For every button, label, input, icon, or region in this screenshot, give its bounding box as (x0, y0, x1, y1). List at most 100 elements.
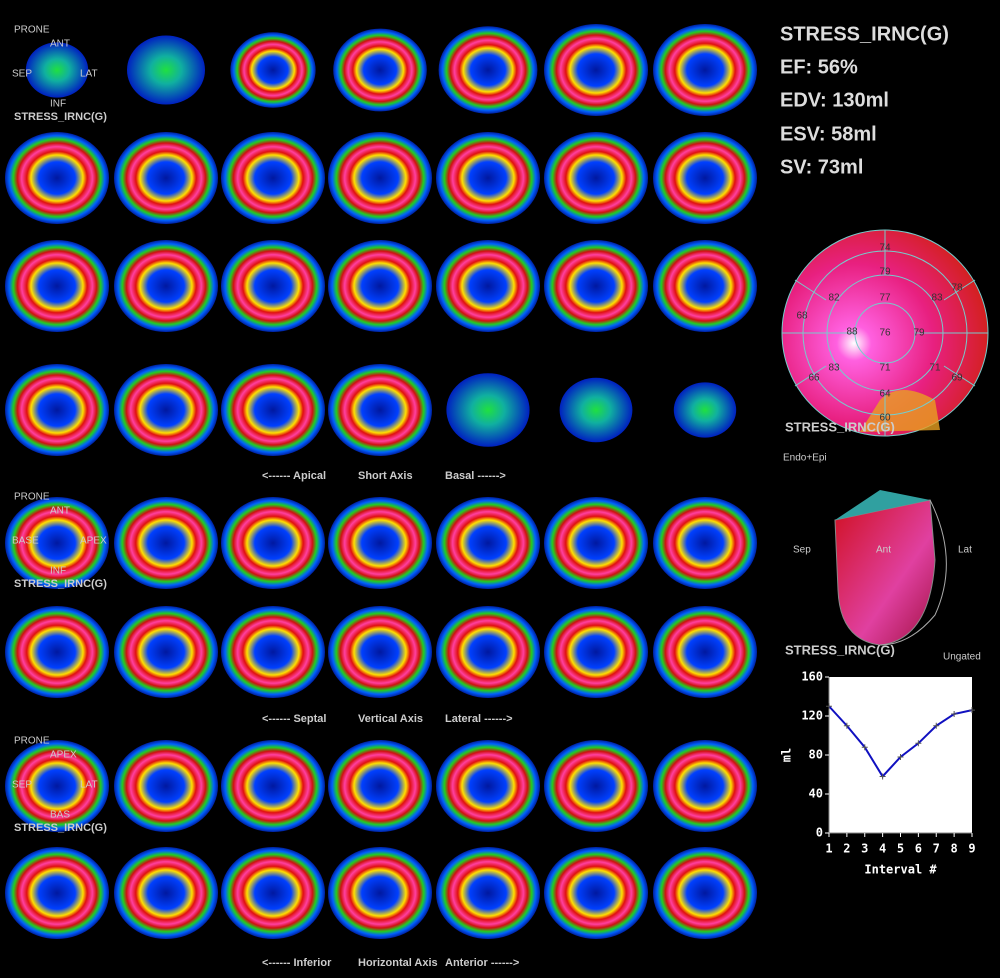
slice (221, 240, 325, 332)
y-tick-label: 120 (801, 709, 823, 723)
slice (5, 847, 109, 939)
orientation-label: SEP (12, 780, 32, 791)
orientation-label: APEX (50, 750, 77, 761)
slice (221, 132, 325, 224)
slice (114, 847, 218, 939)
slice (328, 740, 432, 832)
point (915, 740, 922, 747)
x-tick-label: 1 (825, 842, 832, 856)
orientation-label: PRONE (14, 492, 50, 503)
segment-value: 78 (951, 283, 963, 294)
y-tick-label: 0 (816, 826, 823, 840)
slice (328, 364, 432, 456)
slice (544, 497, 648, 589)
axis-caption: Anterior ------> (445, 957, 519, 969)
slice (436, 740, 540, 832)
polar-study: STRESS_IRNC(G) (785, 419, 895, 434)
slice (114, 132, 218, 224)
slice (328, 606, 432, 698)
slice (436, 132, 540, 224)
esv: ESV: 58ml (780, 123, 877, 145)
x-tick-label: 5 (897, 842, 904, 856)
slice (5, 240, 109, 332)
segment-value: 83 (931, 293, 943, 304)
point (843, 722, 850, 729)
axis-caption: Short Axis (358, 470, 413, 482)
segment-value: 88 (846, 327, 858, 338)
segment-value: 66 (808, 373, 820, 384)
slice (328, 497, 432, 589)
study-label: STRESS_IRNC(G) (14, 822, 107, 834)
slice (436, 497, 540, 589)
slice (114, 606, 218, 698)
study-title: STRESS_IRNC(G) (780, 23, 949, 45)
axis-caption: Horizontal Axis (358, 957, 438, 969)
orientation-label: LAT (80, 69, 98, 80)
slice-images (5, 24, 757, 939)
segment-value: 68 (796, 311, 808, 322)
edv: EDV: 130ml (780, 89, 889, 111)
y-tick-label: 160 (801, 670, 823, 684)
surface-label: Ant (876, 545, 891, 556)
slice (114, 740, 218, 832)
slice (653, 24, 757, 116)
segment-value: 83 (828, 363, 840, 374)
slice (5, 132, 109, 224)
slice (653, 847, 757, 939)
slice (544, 240, 648, 332)
slice (333, 28, 427, 112)
segment-value: 82 (828, 293, 840, 304)
segment-value: 74 (879, 243, 891, 254)
ef: EF: 56% (780, 56, 858, 78)
orientation-label: ANT (50, 39, 70, 50)
slice (221, 364, 325, 456)
y-axis-label: ml (780, 748, 794, 762)
slice (221, 847, 325, 939)
slice (5, 364, 109, 456)
orientation-label: BASE (12, 536, 39, 547)
x-tick-label: 6 (915, 842, 922, 856)
surface-model (834, 490, 947, 646)
point (861, 744, 868, 751)
orientation-label: SEP (12, 69, 32, 80)
surface-study: STRESS_IRNC(G) (785, 642, 895, 657)
orientation-label: LAT (80, 780, 98, 791)
point (969, 707, 975, 714)
polar-map: 74 79 77 82 68 83 78 88 76 79 83 71 71 66 64 69 60 (781, 229, 989, 437)
slice (127, 35, 205, 105)
surface-label: Sep (793, 545, 811, 556)
slice (544, 847, 648, 939)
orientation-label: APEX (80, 536, 107, 547)
slice (328, 240, 432, 332)
slice (328, 132, 432, 224)
axis-caption: <------ Apical (262, 470, 326, 482)
point (897, 753, 904, 760)
slice (114, 240, 218, 332)
axis-caption: Basal ------> (445, 470, 506, 482)
slice (544, 606, 648, 698)
axis-caption: Lateral ------> (445, 713, 513, 725)
axis-caption: <------ Septal (262, 713, 326, 725)
slice (653, 740, 757, 832)
x-tick-label: 2 (843, 842, 850, 856)
segment-value: 76 (879, 328, 891, 339)
x-tick-label: 8 (951, 842, 958, 856)
slice (653, 240, 757, 332)
slice (653, 132, 757, 224)
slice (559, 377, 633, 443)
x-axis-label: Interval # (864, 863, 937, 877)
slice (221, 497, 325, 589)
axis-caption: Vertical Axis (358, 713, 423, 725)
slice (114, 364, 218, 456)
orientation-label: BAS (50, 810, 70, 821)
orientation-label: ANT (50, 506, 70, 517)
slice (5, 497, 109, 589)
slice (5, 740, 109, 832)
point (879, 773, 886, 780)
x-tick-label: 7 (933, 842, 940, 856)
orientation-label: PRONE (14, 736, 50, 747)
volume-curve: 0 40 80 120 160 1 2 3 4 5 6 7 8 9 Interval # ml (780, 670, 976, 877)
slice (5, 606, 109, 698)
slice (544, 24, 648, 116)
